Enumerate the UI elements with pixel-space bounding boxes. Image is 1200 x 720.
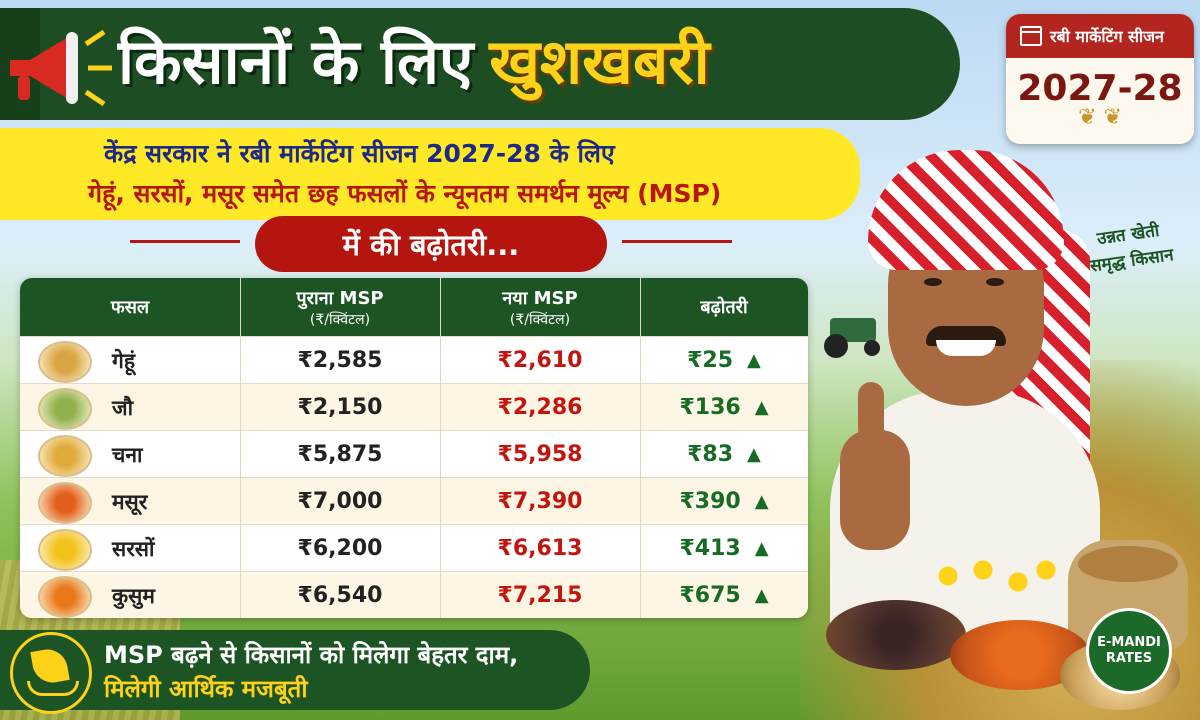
new-msp: ₹5,958 <box>497 442 583 467</box>
msp-table: फसल पुराना MSP (₹/क्विंटल) नया MSP (₹/क्वि… <box>20 278 808 618</box>
arrow-up-icon: ▲ <box>754 585 769 606</box>
farmer-image <box>820 140 1120 640</box>
page-title: किसानों के लिए खुशखबरी <box>118 22 710 102</box>
header-banner <box>0 8 960 120</box>
divider-right <box>622 240 732 243</box>
header-crop: फसल <box>110 297 150 318</box>
barley-icon <box>38 388 92 430</box>
subheading-box: केंद्र सरकार ने रबी मार्केटिंग सीजन 2027… <box>0 128 860 220</box>
old-msp: ₹5,875 <box>297 442 383 467</box>
header-old-msp: पुराना MSP (₹/क्विंटल) <box>296 287 384 328</box>
arrow-up-icon: ▲ <box>754 538 769 559</box>
chickpea-icon <box>38 435 92 477</box>
title-white: किसानों के लिए <box>118 25 474 98</box>
crop-name: कुसुम <box>112 583 155 608</box>
arrow-up-icon: ▲ <box>754 491 769 512</box>
thumbs-up-icon <box>840 382 910 550</box>
divider-left <box>130 240 240 243</box>
safflower-icon <box>38 576 92 618</box>
new-msp: ₹2,610 <box>497 348 583 373</box>
old-msp: ₹6,540 <box>297 583 383 608</box>
crop-name: सरसों <box>112 536 155 561</box>
season-badge: रबी मार्केटिंग सीजन 2027-28 ❦ ❦ <box>1006 14 1194 144</box>
megaphone-icon <box>10 29 112 107</box>
crop-name: मसूर <box>112 489 148 514</box>
mustard-flowers-icon <box>920 552 1060 612</box>
table-row: सरसों ₹6,200 ₹6,613 ₹413 ▲ <box>20 524 808 572</box>
msp-increase: ₹413 ▲ <box>679 536 769 561</box>
emandi-logo: E-MANDI RATES <box>1086 608 1172 694</box>
crop-name: चना <box>112 442 143 467</box>
msp-increase: ₹25 ▲ <box>687 348 761 373</box>
new-msp: ₹6,613 <box>497 536 583 561</box>
table-row: चना ₹5,875 ₹5,958 ₹83 ▲ <box>20 430 808 478</box>
calendar-icon <box>1020 26 1042 46</box>
crop-name: गेहूं <box>112 348 135 373</box>
old-msp: ₹7,000 <box>297 489 383 514</box>
header-increase: बढ़ोतरी <box>700 297 748 318</box>
new-msp: ₹7,390 <box>497 489 583 514</box>
table-row: मसूर ₹7,000 ₹7,390 ₹390 ▲ <box>20 477 808 525</box>
subheading-line3: में की बढ़ोतरी... <box>342 228 520 262</box>
subheading-line2: गेहूं, सरसों, मसूर समेत छह फसलों के न्यू… <box>88 179 722 208</box>
table-row: कुसुम ₹6,540 ₹7,215 ₹675 ▲ <box>20 571 808 618</box>
table-row: जौ ₹2,150 ₹2,286 ₹136 ▲ <box>20 383 808 431</box>
mustard-icon <box>38 529 92 571</box>
footer-banner: MSP बढ़ने से किसानों को मिलेगा बेहतर दाम… <box>0 630 590 710</box>
growth-leaf-icon <box>10 632 92 714</box>
msp-increase: ₹136 ▲ <box>679 395 769 420</box>
grain-bowl-icon <box>826 600 966 670</box>
wheat-icon: ❦ ❦ <box>1078 105 1122 130</box>
arrow-up-icon: ▲ <box>754 397 769 418</box>
new-msp: ₹7,215 <box>497 583 583 608</box>
crop-name: जौ <box>112 395 134 420</box>
table-row: गेहूं ₹2,585 ₹2,610 ₹25 ▲ <box>20 336 808 384</box>
arrow-up-icon: ▲ <box>747 444 761 465</box>
msp-increase: ₹390 ▲ <box>679 489 769 514</box>
tractor-icon <box>820 312 892 358</box>
lentil-icon <box>38 482 92 524</box>
header-new-msp: नया MSP (₹/क्विंटल) <box>502 287 578 328</box>
footer-line2: मिलेगी आर्थिक मजबूती <box>104 675 308 703</box>
new-msp: ₹2,286 <box>497 395 583 420</box>
table-header: फसल पुराना MSP (₹/क्विंटल) नया MSP (₹/क्वि… <box>20 278 808 336</box>
subheading-line1: केंद्र सरकार ने रबी मार्केटिंग सीजन 2027… <box>104 139 615 168</box>
msp-increase: ₹83 ▲ <box>687 442 761 467</box>
season-year: 2027-28 <box>1017 68 1183 109</box>
arrow-up-icon: ▲ <box>747 350 761 371</box>
msp-increase: ₹675 ▲ <box>679 583 769 608</box>
old-msp: ₹2,150 <box>297 395 383 420</box>
old-msp: ₹6,200 <box>297 536 383 561</box>
season-label: रबी मार्केटिंग सीजन <box>1050 27 1164 46</box>
wheat-icon <box>38 341 92 383</box>
footer-line1: MSP बढ़ने से किसानों को मिलेगा बेहतर दाम… <box>104 641 519 669</box>
old-msp: ₹2,585 <box>297 348 383 373</box>
title-yellow: खुशखबरी <box>489 25 710 98</box>
subheading-pill: में की बढ़ोतरी... <box>255 216 607 272</box>
